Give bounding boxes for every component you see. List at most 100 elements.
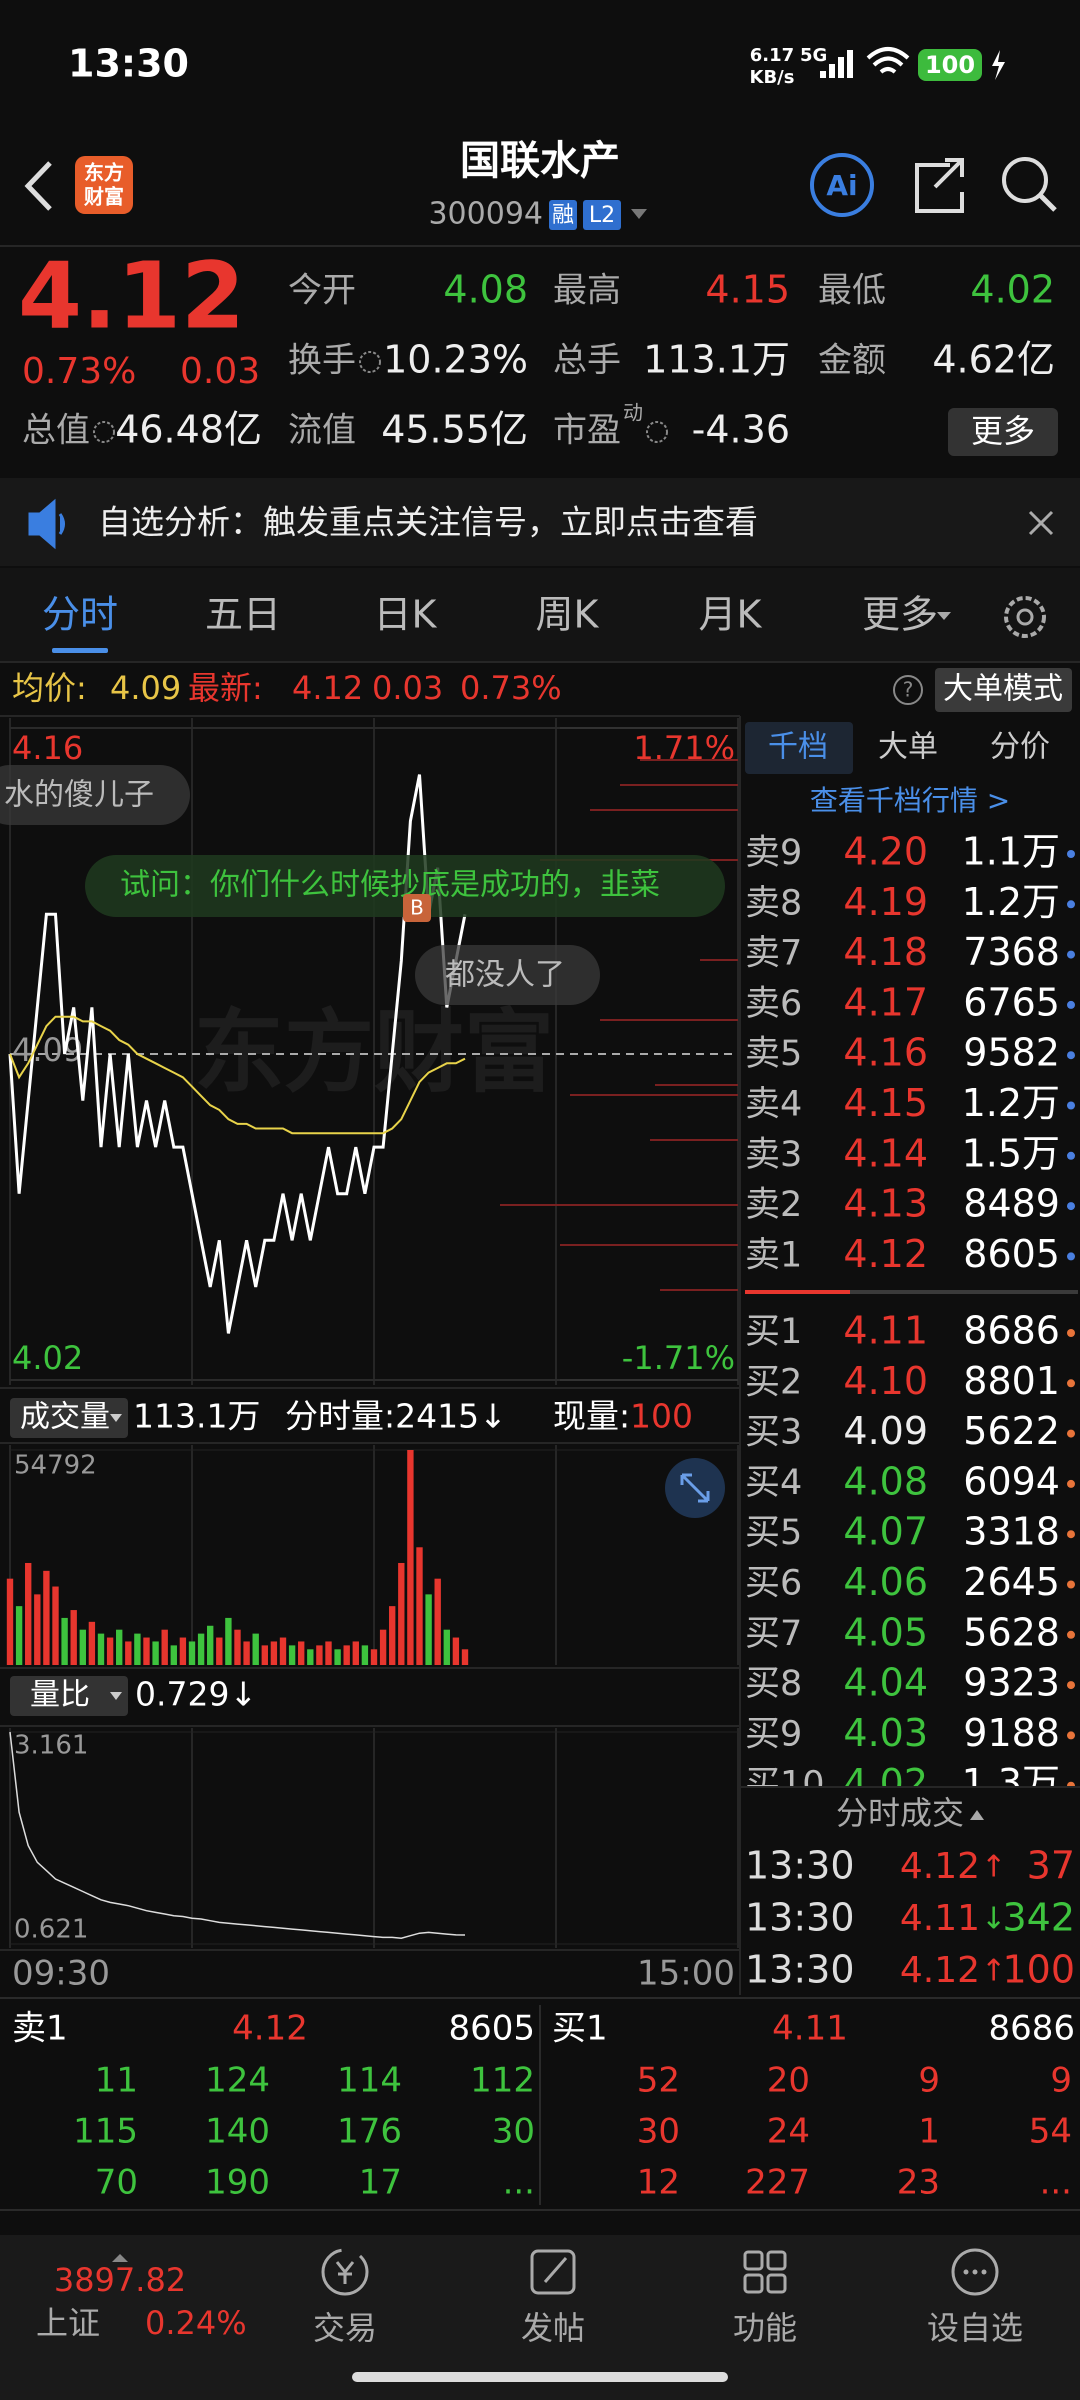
volume-bar	[52, 1586, 59, 1665]
indicator-select[interactable]	[10, 1676, 128, 1716]
trade-direction: ↑	[981, 1850, 1006, 1885]
field-value: 4.62亿	[932, 338, 1055, 382]
period-tab[interactable]: 月K	[699, 593, 763, 637]
queue-order: 176	[337, 2112, 402, 2152]
volume-bar	[398, 1562, 405, 1665]
close-button[interactable]	[1028, 510, 1054, 536]
settings-core	[1016, 608, 1034, 626]
book-price: 4.13	[843, 1182, 928, 1226]
field-value: 4.08	[443, 268, 528, 312]
trade-icon	[321, 2248, 369, 2296]
volume-bar	[352, 1641, 359, 1665]
more-button[interactable]	[948, 408, 1058, 456]
more-label[interactable]: 更多	[971, 412, 1035, 450]
indicator-select[interactable]	[10, 1398, 128, 1438]
book-volume: 6094	[963, 1459, 1060, 1503]
settings-button[interactable]	[1004, 596, 1046, 638]
field-label: 今开	[288, 271, 356, 311]
volume-bar	[79, 1629, 86, 1665]
period-tab[interactable]: 分时	[42, 593, 118, 637]
book-label: 卖5	[745, 1034, 802, 1074]
field-value: 4.02	[970, 268, 1055, 312]
mode-button[interactable]	[935, 668, 1072, 712]
nav-item[interactable]: 发帖	[521, 2309, 585, 2347]
mode-label[interactable]: 大单模式	[943, 672, 1063, 707]
book-volume: 1.1万	[962, 830, 1060, 874]
period-tab[interactable]: 更多	[862, 593, 938, 637]
volume-bar	[379, 1629, 387, 1665]
book-dot	[1067, 1429, 1075, 1438]
index-name[interactable]: 上证	[36, 2304, 100, 2342]
volume-bar	[407, 1450, 414, 1665]
trade-time: 13:30	[745, 1844, 855, 1888]
x-tick-label: 09:30	[12, 1954, 110, 1994]
comment-bubble	[85, 855, 725, 917]
help-glyph[interactable]: ?	[903, 678, 914, 702]
book-dot	[1067, 1202, 1075, 1211]
y-tick-label: 3.161	[14, 1731, 88, 1761]
y-tick-label: 4.16	[12, 729, 83, 767]
book-price: 4.06	[843, 1560, 928, 1604]
share-button[interactable]	[915, 158, 964, 213]
tag-box	[549, 200, 577, 230]
period-tab[interactable]: 日K	[374, 593, 438, 637]
dropdown-icon	[110, 1692, 122, 1700]
book-price: 4.10	[843, 1359, 928, 1403]
post-icon-pen	[543, 2257, 568, 2283]
volume-bar	[298, 1641, 305, 1665]
watermark: 东方财富	[194, 1000, 554, 1105]
volume-bar	[161, 1629, 168, 1665]
avg-label: 均价:	[12, 669, 87, 707]
book-label: 卖2	[745, 1185, 802, 1225]
index-value[interactable]: 3897.82	[54, 2261, 186, 2299]
volume-bar	[197, 1633, 205, 1665]
queue-price: 4.12	[232, 2009, 308, 2049]
notice-bar[interactable]	[0, 478, 1080, 566]
volume-bar	[288, 1645, 296, 1665]
book-dot	[1067, 1781, 1075, 1787]
index-change[interactable]: 0.24%	[145, 2304, 247, 2342]
book-dot	[1067, 1580, 1075, 1589]
dropdown-icon	[631, 209, 647, 219]
volume-bar	[6, 1578, 14, 1665]
volume-bar	[207, 1625, 214, 1665]
dropdown-icon	[937, 612, 951, 620]
period-tab[interactable]: 周K	[536, 593, 600, 637]
help-icon[interactable]	[893, 675, 923, 705]
book-volume: 8489	[963, 1182, 1060, 1226]
y-tick-label: 54792	[14, 1451, 97, 1481]
notice-text[interactable]: 自选分析：触发重点关注信号，立即点击查看	[98, 503, 758, 542]
y-tick-label: 4.09	[12, 1031, 83, 1069]
ai-button[interactable]	[810, 153, 874, 217]
ai-label[interactable]: Ai	[826, 169, 857, 202]
panel-tab[interactable]: 分价	[990, 730, 1050, 765]
signal-bar	[838, 57, 844, 78]
panel-tab[interactable]: 千档	[768, 730, 828, 765]
book-price: 4.08	[843, 1459, 928, 1503]
book-volume: 5622	[963, 1409, 1060, 1453]
queue-order: 24	[767, 2112, 810, 2152]
nav-item[interactable]: 交易	[313, 2309, 377, 2347]
queue-order: 124	[205, 2061, 270, 2101]
volume-bar	[116, 1629, 123, 1665]
volume-bar	[307, 1649, 314, 1665]
tag: 融	[552, 203, 574, 228]
period-tab[interactable]: 五日	[205, 593, 281, 637]
nav-item[interactable]: 功能	[733, 2309, 797, 2347]
panel-tab[interactable]: 大单	[878, 730, 938, 765]
book-price: 4.18	[843, 930, 928, 974]
volume-bar	[15, 1606, 23, 1665]
signal-bar	[829, 64, 835, 78]
volume-bar	[416, 1547, 423, 1665]
volume-bar	[61, 1617, 68, 1665]
back-button[interactable]	[24, 161, 52, 211]
volume-bar	[325, 1641, 332, 1665]
volume-bar	[270, 1641, 278, 1665]
sort-icon	[970, 1810, 984, 1820]
nav-item[interactable]: 设自选	[927, 2309, 1023, 2347]
depth-link[interactable]: 查看千档行情 >	[810, 784, 1010, 817]
volume-bar	[443, 1629, 450, 1665]
search-button[interactable]	[1002, 157, 1048, 203]
book-price: 4.12	[843, 1232, 928, 1276]
